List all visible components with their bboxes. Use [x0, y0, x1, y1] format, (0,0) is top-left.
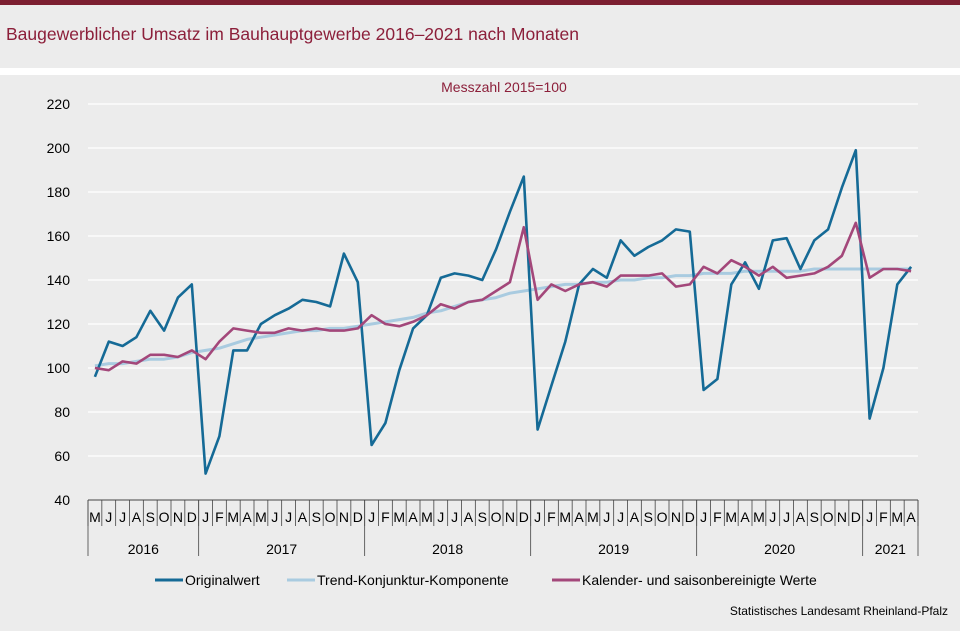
month-label: M: [255, 509, 267, 525]
series-line-kalender-und-saisonbereinigte-werte: [94, 221, 912, 372]
month-label: M: [891, 509, 903, 525]
month-label: A: [574, 509, 584, 525]
month-label: A: [906, 509, 916, 525]
month-label: J: [451, 509, 458, 525]
month-label: M: [725, 509, 737, 525]
month-label: J: [437, 509, 444, 525]
month-label: J: [603, 509, 610, 525]
y-tick-label: 40: [54, 492, 70, 508]
month-label: M: [393, 509, 405, 525]
month-label: M: [587, 509, 599, 525]
month-label: A: [132, 509, 142, 525]
month-label: M: [753, 509, 765, 525]
y-tick-label: 120: [47, 316, 71, 332]
header: Baugewerblicher Umsatz im Bauhauptgewerb…: [0, 5, 960, 68]
month-label: M: [227, 509, 239, 525]
year-label: 2016: [128, 541, 159, 557]
month-label: J: [534, 509, 541, 525]
month-label: M: [89, 509, 101, 525]
month-label: D: [187, 509, 197, 525]
month-label: J: [368, 509, 375, 525]
month-label: A: [630, 509, 640, 525]
month-label: J: [285, 509, 292, 525]
month-label: D: [519, 509, 529, 525]
y-axis: 40 60 80 100 120 140 160 180 200 220: [47, 96, 71, 508]
month-label: O: [325, 509, 336, 525]
month-label: N: [505, 509, 515, 525]
month-label: J: [202, 509, 209, 525]
legend-label: Originalwert: [185, 572, 260, 588]
month-label: S: [810, 509, 819, 525]
month-label: J: [617, 509, 624, 525]
y-tick-label: 60: [54, 448, 70, 464]
y-tick-label: 100: [47, 360, 71, 376]
month-label: O: [491, 509, 502, 525]
legend-label: Kalender- und saisonbereinigte Werte: [582, 572, 817, 588]
month-label: N: [837, 509, 847, 525]
month-label: S: [312, 509, 321, 525]
month-label: J: [105, 509, 112, 525]
month-label: F: [547, 509, 556, 525]
month-label: N: [173, 509, 183, 525]
source-note: Statistisches Landesamt Rheinland-Pfalz: [729, 604, 948, 618]
gridlines: [88, 103, 918, 457]
y-tick-label: 220: [47, 96, 71, 112]
year-label: 2021: [875, 541, 906, 557]
year-label: 2017: [266, 541, 297, 557]
month-label: M: [559, 509, 571, 525]
legend: Originalwert Trend-Konjunktur-Komponente K…: [155, 572, 817, 588]
y-tick-label: 180: [47, 184, 71, 200]
month-label: A: [796, 509, 806, 525]
legend-label: Trend-Konjunktur-Komponente: [317, 572, 509, 588]
month-label: A: [298, 509, 308, 525]
month-label: N: [671, 509, 681, 525]
month-label: S: [146, 509, 155, 525]
month-label: A: [408, 509, 418, 525]
month-label: N: [339, 509, 349, 525]
month-label: A: [740, 509, 750, 525]
y-tick-label: 200: [47, 140, 71, 156]
month-label: F: [713, 509, 722, 525]
month-label: J: [769, 509, 776, 525]
series-lines: [93, 148, 913, 475]
month-label: A: [464, 509, 474, 525]
series-line-trend-konjunktur-komponente: [94, 267, 912, 368]
month-label: S: [478, 509, 487, 525]
month-label: J: [119, 509, 126, 525]
y-tick-label: 80: [54, 404, 70, 420]
month-label: F: [381, 509, 390, 525]
month-label: S: [644, 509, 653, 525]
year-label: 2018: [432, 541, 463, 557]
month-label: O: [823, 509, 834, 525]
month-label: J: [271, 509, 278, 525]
top-accent-bar: [0, 0, 960, 5]
month-label: D: [851, 509, 861, 525]
month-label: J: [866, 509, 873, 525]
month-label: A: [242, 509, 252, 525]
y-tick-label: 140: [47, 272, 71, 288]
series-line-originalwert: [93, 148, 913, 475]
month-label: J: [700, 509, 707, 525]
year-label: 2020: [764, 541, 795, 557]
y-tick-label: 160: [47, 228, 71, 244]
month-label: F: [879, 509, 888, 525]
month-label: O: [657, 509, 668, 525]
month-label: D: [353, 509, 363, 525]
month-label: M: [421, 509, 433, 525]
month-label: F: [215, 509, 224, 525]
month-label: O: [159, 509, 170, 525]
chart-panel: [0, 75, 960, 631]
month-label: D: [685, 509, 695, 525]
chart-title: Baugewerblicher Umsatz im Bauhauptgewerb…: [6, 24, 580, 44]
month-label: J: [783, 509, 790, 525]
year-label: 2019: [598, 541, 629, 557]
chart-subtitle: Messzahl 2015=100: [441, 79, 567, 95]
